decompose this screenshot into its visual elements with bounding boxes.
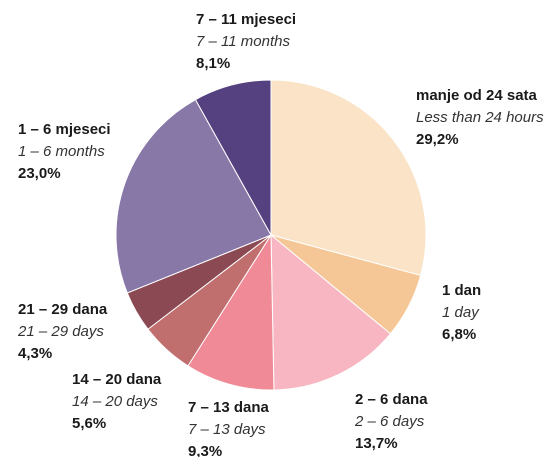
- slice-label-en: 7 – 13 days: [188, 421, 266, 438]
- slice-label: 1 dan: [442, 282, 481, 299]
- pie-slice: [115, 98, 272, 294]
- pie-slice: [270, 79, 427, 277]
- slice-label: 7 – 13 dana: [188, 399, 270, 416]
- slice-label: 1 – 6 mjeseci: [18, 121, 111, 138]
- slice-value-label: 4,3%: [18, 345, 52, 362]
- pie-slice: [270, 233, 392, 391]
- slice-label-en: 14 – 20 days: [72, 393, 158, 410]
- slice-value-label: 5,6%: [72, 415, 106, 432]
- slice-label-en: 1 day: [442, 304, 480, 321]
- slice-label-en: 2 – 6 days: [354, 413, 425, 430]
- slice-label: 7 – 11 mjeseci: [196, 11, 296, 28]
- pie-slice: [187, 233, 275, 391]
- slice-value-label: 6,8%: [442, 326, 476, 343]
- slice-label-en: Less than 24 hours: [416, 109, 544, 126]
- slice-value-label: 9,3%: [188, 443, 222, 457]
- slice-label-en: 1 – 6 months: [18, 143, 105, 160]
- slice-label-en: 7 – 11 months: [196, 33, 290, 50]
- slice-label: 2 – 6 dana: [355, 391, 428, 408]
- slice-label-en: 21 – 29 days: [17, 323, 104, 340]
- slice-label: 21 – 29 dana: [18, 301, 108, 318]
- slice-value-label: 29,2%: [416, 131, 459, 148]
- slice-label: manje od 24 sata: [416, 87, 538, 104]
- pie-slice: [194, 79, 272, 237]
- slice-label: 14 – 20 dana: [72, 371, 162, 388]
- slice-value-label: 23,0%: [18, 165, 61, 182]
- slice-value-label: 8,1%: [196, 55, 230, 72]
- slice-value-label: 13,7%: [355, 435, 398, 452]
